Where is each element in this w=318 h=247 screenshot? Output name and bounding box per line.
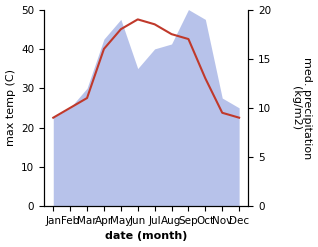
X-axis label: date (month): date (month) — [105, 231, 187, 242]
Y-axis label: med. precipitation
(kg/m2): med. precipitation (kg/m2) — [291, 57, 313, 159]
Y-axis label: max temp (C): max temp (C) — [5, 69, 16, 146]
